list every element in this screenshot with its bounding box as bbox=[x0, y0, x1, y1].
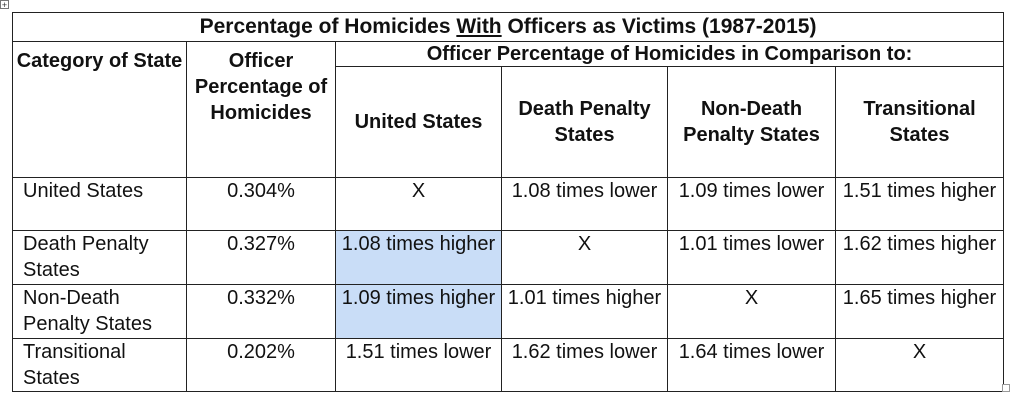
table-title: Percentage of Homicides With Officers as… bbox=[11, 12, 1005, 42]
header-death-penalty: Death Penalty States bbox=[501, 66, 668, 178]
table-row: Death Penalty States 0.327% 1.08 times h… bbox=[12, 230, 1005, 285]
table-move-handle[interactable]: + bbox=[0, 0, 9, 10]
cell-vs-non-death-penalty: 1.01 times lower bbox=[667, 230, 836, 285]
cell-vs-transitional: 1.62 times higher bbox=[834, 230, 1005, 285]
row-category: Transitional States bbox=[12, 338, 187, 392]
cell-vs-death-penalty: 1.01 times higher bbox=[501, 284, 668, 339]
cell-vs-transitional: 1.65 times higher bbox=[834, 284, 1005, 339]
cell-vs-death-penalty: 1.08 times lower bbox=[501, 177, 668, 231]
row-category: Non-Death Penalty States bbox=[12, 284, 187, 339]
row-category: United States bbox=[12, 177, 187, 231]
header-category: Category of State bbox=[12, 41, 187, 178]
row-percentage: 0.202% bbox=[186, 338, 336, 392]
table-row: Non-Death Penalty States 0.332% 1.09 tim… bbox=[12, 284, 1005, 339]
homicide-comparison-table: Percentage of Homicides With Officers as… bbox=[11, 12, 1005, 392]
row-category: Death Penalty States bbox=[12, 230, 187, 285]
cell-vs-united-states: 1.09 times higher bbox=[335, 284, 502, 339]
cell-vs-non-death-penalty: 1.64 times lower bbox=[667, 338, 836, 392]
cell-vs-non-death-penalty: X bbox=[667, 284, 836, 339]
header-officer-percentage: Officer Percentage of Homicides bbox=[186, 41, 336, 178]
header-comparison: Officer Percentage of Homicides in Compa… bbox=[334, 41, 1005, 67]
cell-vs-transitional: 1.51 times higher bbox=[834, 177, 1005, 231]
row-percentage: 0.304% bbox=[186, 177, 336, 231]
cell-vs-united-states: 1.08 times higher bbox=[335, 230, 502, 285]
row-percentage: 0.327% bbox=[186, 230, 336, 285]
cell-vs-transitional: X bbox=[834, 338, 1005, 392]
header-non-death-penalty: Non-Death Penalty States bbox=[667, 66, 836, 178]
header-transitional: Transitional States bbox=[834, 66, 1005, 178]
cell-vs-death-penalty: 1.62 times lower bbox=[501, 338, 668, 392]
table-row: United States 0.304% X 1.08 times lower … bbox=[12, 177, 1005, 231]
cell-vs-death-penalty: X bbox=[501, 230, 668, 285]
table-resize-handle[interactable] bbox=[1002, 384, 1010, 392]
cell-vs-united-states: 1.51 times lower bbox=[335, 338, 502, 392]
cell-vs-united-states: X bbox=[335, 177, 502, 231]
table-row: Transitional States 0.202% 1.51 times lo… bbox=[12, 338, 1005, 392]
row-percentage: 0.332% bbox=[186, 284, 336, 339]
cell-vs-non-death-penalty: 1.09 times lower bbox=[667, 177, 836, 231]
header-united-states: United States bbox=[335, 66, 502, 178]
